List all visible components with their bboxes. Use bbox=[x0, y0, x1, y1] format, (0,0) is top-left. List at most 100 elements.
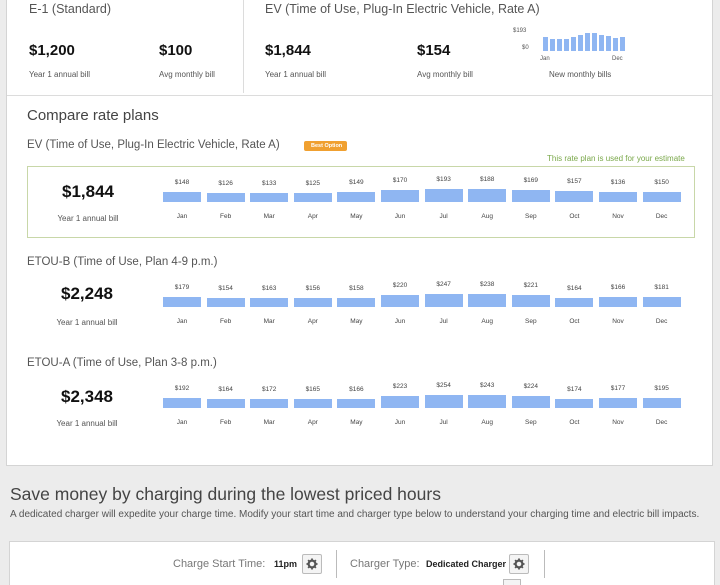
bar bbox=[206, 193, 245, 202]
bar-value-label: $181 bbox=[654, 284, 669, 291]
bar-value-label: $172 bbox=[261, 386, 277, 393]
bar-value-label: $148 bbox=[174, 179, 190, 186]
new-plan-name: EV (Time of Use, Plug-In Electric Vehicl… bbox=[265, 2, 540, 16]
month-label: Jan bbox=[176, 419, 188, 426]
bar-value-label: $193 bbox=[436, 176, 451, 183]
bar-value-label: $166 bbox=[610, 284, 626, 291]
bar bbox=[599, 398, 637, 408]
month-label: Jun bbox=[394, 419, 406, 426]
month-label: Aug bbox=[481, 318, 493, 325]
bar bbox=[424, 189, 463, 202]
bar-value-label: $170 bbox=[392, 177, 408, 184]
month-label: Sep bbox=[525, 213, 537, 220]
bar bbox=[555, 191, 594, 202]
mini-chart-bar bbox=[543, 37, 548, 51]
bar bbox=[206, 399, 245, 408]
current-plan-name: E-1 (Standard) bbox=[29, 2, 111, 16]
bar bbox=[337, 399, 376, 408]
plan-row-etou-b[interactable]: $2,248 Year 1 annual bill bbox=[27, 272, 695, 344]
bar bbox=[642, 297, 681, 307]
bar-value-label: $224 bbox=[523, 383, 539, 390]
bar-value-label: $188 bbox=[479, 176, 495, 183]
plan-name-ev: EV (Time of Use, Plug-In Electric Vehicl… bbox=[27, 139, 280, 151]
mini-chart-y-min: $0 bbox=[522, 45, 529, 51]
month-label: Nov bbox=[612, 419, 624, 426]
month-label: Apr bbox=[307, 318, 318, 325]
bar bbox=[163, 297, 201, 307]
mini-chart-x-start: Jan bbox=[540, 56, 550, 62]
mini-chart-bar bbox=[564, 39, 569, 51]
month-label: Oct bbox=[569, 213, 580, 220]
month-label: Dec bbox=[655, 419, 668, 426]
bar bbox=[206, 298, 245, 307]
current-monthly-bill: $100 bbox=[159, 42, 193, 59]
selected-plan-note: This rate plan is used for your estimate bbox=[547, 154, 685, 163]
charge-start-label: Charge Start Time: bbox=[173, 558, 266, 570]
bar-value-label: $220 bbox=[392, 282, 408, 289]
plan-annual-etou-b: $2,248 bbox=[61, 284, 113, 303]
charge-start-settings-button[interactable] bbox=[302, 554, 322, 574]
month-label: May bbox=[350, 213, 363, 220]
month-label: Mar bbox=[263, 419, 275, 426]
bar bbox=[163, 398, 201, 408]
mini-chart-bar bbox=[585, 33, 590, 51]
bar bbox=[250, 399, 289, 408]
bar bbox=[424, 395, 463, 408]
bar bbox=[381, 190, 419, 202]
bar-value-label: $165 bbox=[305, 386, 321, 393]
bar-value-label: $156 bbox=[305, 285, 321, 292]
mini-chart-bar bbox=[620, 37, 625, 51]
next-control-button[interactable] bbox=[503, 579, 521, 585]
bar-value-label: $195 bbox=[654, 385, 669, 392]
plan-name-etou-a: ETOU-A (Time of Use, Plan 3-8 p.m.) bbox=[27, 357, 217, 369]
mini-chart-bar bbox=[592, 33, 597, 51]
bar bbox=[337, 298, 376, 307]
current-annual-bill: $1,200 bbox=[29, 42, 75, 59]
bar-value-label: $192 bbox=[174, 385, 190, 392]
month-label: Jun bbox=[394, 213, 406, 220]
new-monthly-bill: $154 bbox=[417, 42, 451, 59]
bar bbox=[599, 297, 637, 307]
bar bbox=[599, 192, 637, 202]
month-label: Oct bbox=[569, 419, 580, 426]
estimate-card: E-1 (Standard) $1,200 Year 1 annual bill… bbox=[6, 0, 713, 466]
summary-divider bbox=[243, 0, 244, 93]
bar-value-label: $223 bbox=[392, 383, 408, 390]
month-label: Dec bbox=[655, 213, 668, 220]
plan-row-ev[interactable]: $1,844 Year 1 annual bill bbox=[27, 166, 695, 238]
mini-chart-bar bbox=[613, 38, 618, 51]
best-option-badge: Best Option bbox=[304, 141, 348, 151]
bar bbox=[293, 193, 332, 202]
mini-chart-bar bbox=[599, 35, 604, 51]
month-label: Nov bbox=[612, 213, 624, 220]
month-label: Jan bbox=[176, 213, 188, 220]
bar bbox=[511, 190, 550, 202]
charger-type-settings-button[interactable] bbox=[509, 554, 529, 574]
plan-row-etou-a[interactable]: $2,348 Year 1 annual bill bbox=[27, 375, 695, 447]
plan-name-etou-b: ETOU-B (Time of Use, Plan 4-9 p.m.) bbox=[27, 256, 218, 268]
bar-value-label: $149 bbox=[349, 179, 364, 186]
bar-value-label: $221 bbox=[523, 282, 539, 289]
bar-value-label: $177 bbox=[610, 385, 626, 392]
current-vs-new-summary: E-1 (Standard) $1,200 Year 1 annual bill… bbox=[7, 0, 712, 96]
month-label: Sep bbox=[525, 419, 537, 426]
bar-value-label: $158 bbox=[349, 285, 364, 292]
month-label: Jul bbox=[439, 419, 448, 426]
bar-value-label: $243 bbox=[479, 382, 495, 389]
mini-chart-bar bbox=[571, 37, 576, 51]
new-annual-bill: $1,844 bbox=[265, 42, 311, 59]
savings-description: A dedicated charger will expedite your c… bbox=[10, 509, 700, 520]
bar bbox=[250, 193, 289, 202]
bar-value-label: $133 bbox=[261, 180, 277, 187]
bar-value-label: $164 bbox=[567, 285, 582, 292]
month-label: Aug bbox=[481, 419, 493, 426]
compare-title: Compare rate plans bbox=[27, 107, 159, 124]
month-label: Apr bbox=[307, 213, 318, 220]
month-label: Jun bbox=[394, 318, 406, 325]
bar-value-label: $169 bbox=[523, 177, 539, 184]
plan-annual-label-ev: Year 1 annual bill bbox=[57, 214, 119, 223]
new-monthly-label: Avg monthly bill bbox=[417, 70, 473, 79]
bar bbox=[468, 395, 507, 408]
mini-chart-bars bbox=[543, 31, 627, 51]
month-label: Feb bbox=[219, 318, 232, 325]
